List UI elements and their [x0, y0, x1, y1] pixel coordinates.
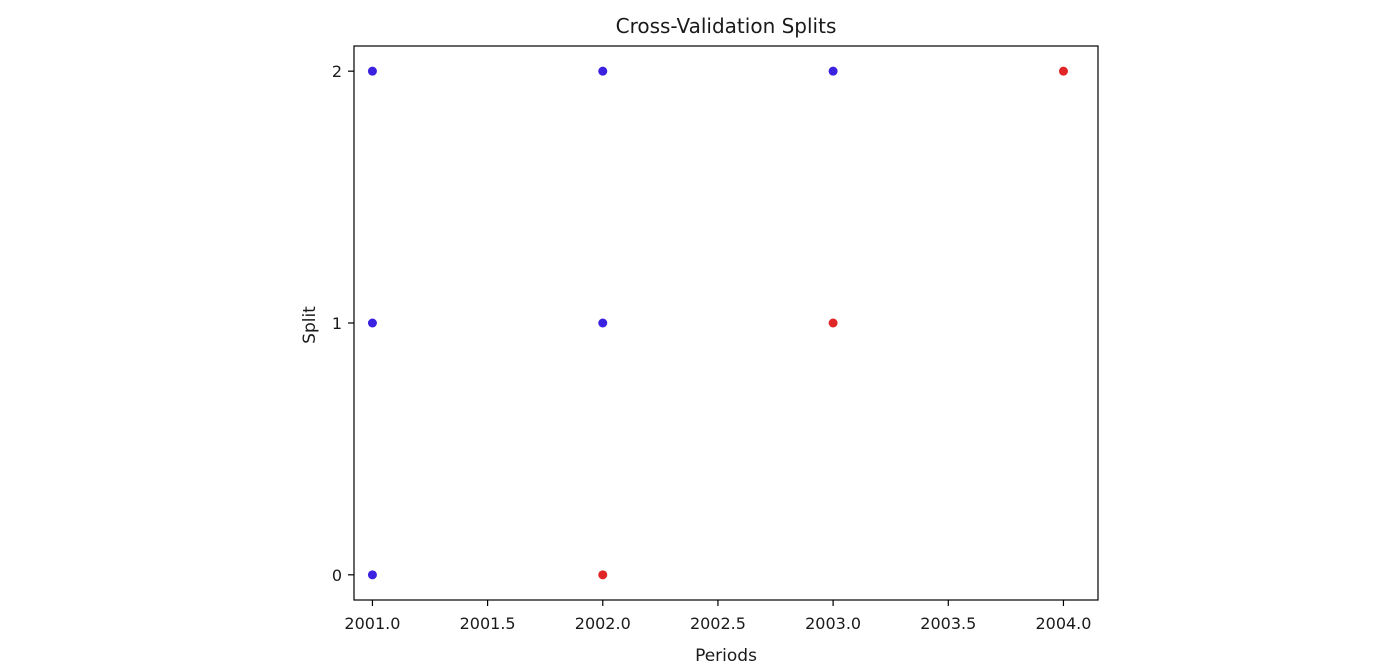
y-tick-label: 0 — [332, 566, 342, 585]
train-point — [367, 318, 377, 328]
y-axis: 0 1 2 — [332, 62, 354, 585]
chart-title: Cross-Validation Splits — [616, 14, 837, 38]
train-point — [367, 570, 377, 580]
x-tick-label: 2002.5 — [690, 614, 746, 633]
train-point — [367, 66, 377, 76]
train-point — [598, 318, 608, 328]
x-tick-label: 2004.0 — [1035, 614, 1091, 633]
y-tick-label: 1 — [332, 314, 342, 333]
test-point — [598, 570, 608, 580]
test-point — [828, 318, 838, 328]
x-tick-label: 2002.0 — [575, 614, 631, 633]
x-tick-label: 2003.5 — [920, 614, 976, 633]
x-tick-label: 2001.5 — [460, 614, 516, 633]
y-axis-label: Split — [300, 306, 320, 344]
y-tick-label: 2 — [332, 62, 342, 81]
x-tick-label: 2001.0 — [344, 614, 400, 633]
train-point — [598, 66, 608, 76]
x-axis: 2001.0 2001.5 2002.0 2002.5 2003.0 2003.5 2004… — [344, 600, 1091, 633]
train-point — [828, 66, 838, 76]
data-points — [367, 66, 1068, 580]
x-tick-label: 2003.0 — [805, 614, 861, 633]
test-point — [1058, 66, 1068, 76]
x-axis-label: Periods — [695, 646, 757, 666]
